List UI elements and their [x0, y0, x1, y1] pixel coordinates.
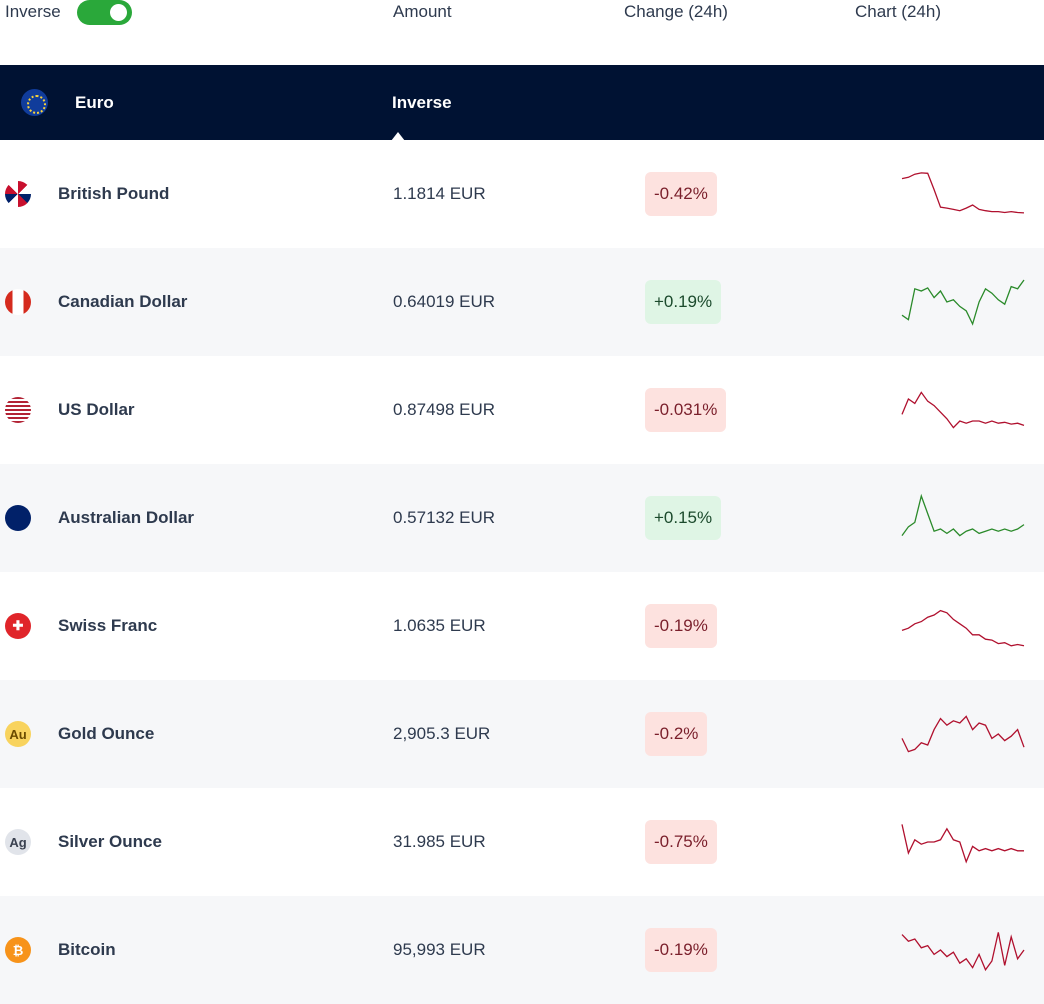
inverse-label: Inverse [5, 2, 61, 21]
table-row[interactable]: ₿ Bitcoin 95,993 EUR -0.19% [0, 896, 1044, 1004]
currency-name[interactable]: US Dollar [58, 400, 135, 419]
sparkline-chart [901, 391, 1025, 429]
change-badge: -0.031% [645, 388, 727, 432]
sparkline-chart [901, 824, 1024, 864]
sparkline-line [901, 932, 1025, 972]
table-row[interactable]: Canadian Dollar 0.64019 EUR +0.19% [0, 248, 1044, 356]
amount-value: 2,905.3 EUR [393, 724, 491, 743]
amount-value: 0.57132 EUR [393, 508, 496, 527]
change-badge: -0.42% [645, 172, 717, 216]
currency-name[interactable]: Swiss Franc [58, 616, 158, 635]
bitcoin-icon: ₿ [5, 937, 31, 963]
col-change: Change (24h) [624, 2, 728, 21]
sparkline-chart [901, 493, 1025, 537]
icon-text: Au [9, 726, 27, 742]
base-mode: Inverse [392, 93, 452, 112]
table-row[interactable]: Australian Dollar 0.57132 EUR +0.15% [0, 464, 1044, 572]
change-badge: -0.19% [645, 604, 717, 648]
sparkline-chart [901, 932, 1025, 972]
change-badge: +0.19% [645, 280, 722, 324]
amount-value: 0.64019 EUR [393, 292, 496, 311]
currency-name[interactable]: Canadian Dollar [58, 292, 188, 311]
table-row[interactable]: British Pound 1.1814 EUR -0.42% [0, 140, 1044, 248]
change-badge: +0.15% [645, 496, 722, 540]
change-badge: -0.2% [645, 712, 708, 756]
currency-name[interactable]: Silver Ounce [58, 832, 162, 851]
table-row[interactable]: Ag Silver Ounce 31.985 EUR -0.75% [0, 788, 1044, 896]
sparkline-chart [901, 609, 1025, 647]
sparkline-chart [901, 715, 1025, 753]
sparkline-chart [901, 172, 1025, 214]
currency-name[interactable]: Bitcoin [58, 940, 116, 959]
amount-value: 31.985 EUR [393, 832, 486, 851]
col-chart: Chart (24h) [855, 2, 941, 21]
inverse-toggle[interactable] [77, 0, 132, 25]
col-amount: Amount [393, 2, 452, 21]
sparkline-line [901, 493, 1025, 537]
sparkline-line [901, 609, 1025, 647]
swiss-flag-icon: ✚ [5, 613, 31, 639]
sparkline-line [901, 172, 1025, 214]
table-row[interactable]: Au Gold Ounce 2,905.3 EUR -0.2% [0, 680, 1044, 788]
sparkline-line [901, 279, 1025, 326]
currency-name[interactable]: Gold Ounce [58, 724, 155, 743]
australia-flag-icon [5, 505, 31, 531]
canada-flag-icon [5, 289, 31, 315]
table-row[interactable]: ✚ Swiss Franc 1.0635 EUR -0.19% [0, 572, 1044, 680]
currency-name[interactable]: Australian Dollar [58, 508, 195, 527]
icon-text: Ag [9, 834, 27, 850]
amount-value: 1.0635 EUR [393, 616, 486, 635]
sparkline-line [901, 824, 1024, 864]
us-flag-icon [5, 397, 31, 423]
gold-icon: Au [5, 721, 31, 747]
amount-value: 95,993 EUR [393, 940, 486, 959]
change-badge: -0.75% [645, 820, 717, 864]
icon-text: ₿ [12, 942, 24, 958]
sparkline-chart [901, 279, 1025, 326]
amount-value: 0.87498 EUR [393, 400, 496, 419]
uk-flag-icon [5, 181, 31, 207]
silver-icon: Ag [5, 829, 31, 855]
table-header: Inverse Amount Change (24h) Chart (24h) [0, 0, 1044, 65]
change-badge: -0.19% [645, 928, 717, 972]
currency-list: British Pound 1.1814 EUR -0.42% Canadian Do… [0, 140, 1044, 1004]
table-row[interactable]: US Dollar 0.87498 EUR -0.031% [0, 356, 1044, 464]
caret-up-icon [391, 132, 405, 141]
sparkline-line [901, 715, 1025, 753]
eu-flag-icon [21, 89, 48, 116]
currency-name[interactable]: British Pound [58, 184, 170, 203]
amount-value: 1.1814 EUR [393, 184, 486, 203]
base-currency-name[interactable]: Euro [75, 93, 114, 112]
sparkline-line [901, 391, 1025, 429]
base-currency-band: Euro Inverse [0, 65, 1044, 141]
